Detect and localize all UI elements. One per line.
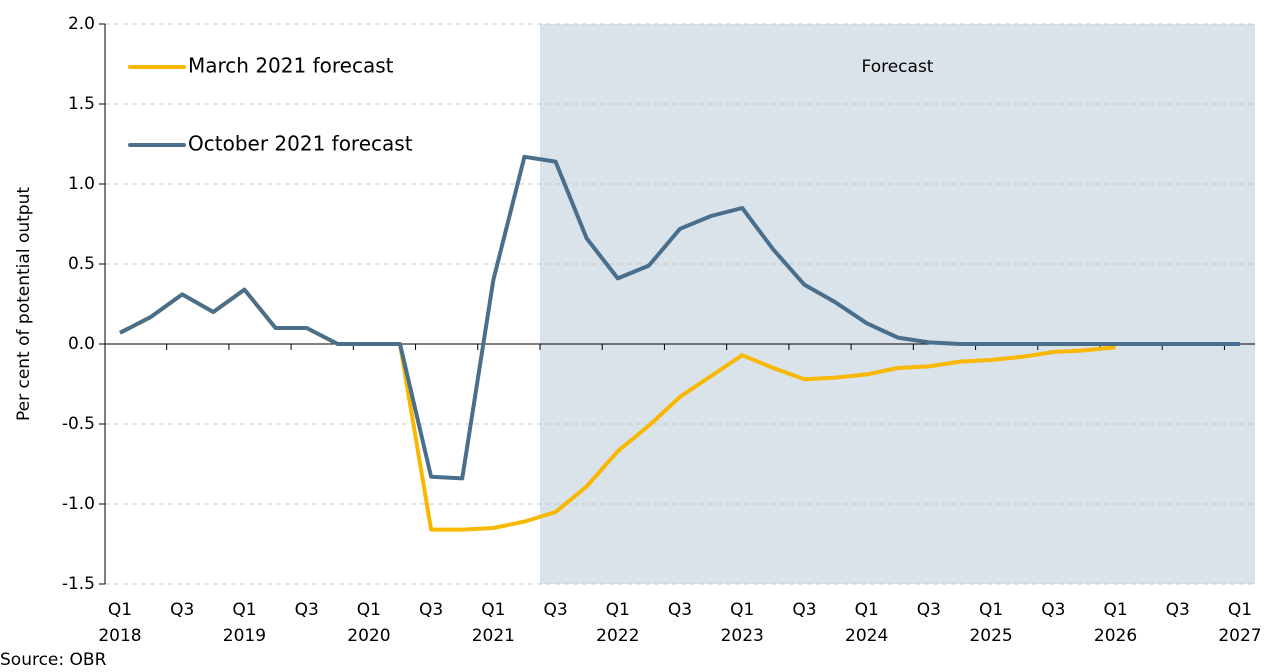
x-tick-label: Q1 bbox=[108, 600, 132, 620]
x-tick-label: Q1 bbox=[481, 600, 505, 620]
forecast-label: Forecast bbox=[862, 57, 934, 77]
y-axis-label: Per cent of potential output bbox=[14, 187, 34, 421]
x-tick-label: Q1 bbox=[1228, 600, 1252, 620]
x-tick-label: Q1 bbox=[357, 600, 381, 620]
x-tick-label: Q1 bbox=[979, 600, 1003, 620]
x-tick-label: Q3 bbox=[917, 600, 941, 620]
x-tick-label: Q3 bbox=[170, 600, 194, 620]
x-tick-label: Q3 bbox=[792, 600, 816, 620]
y-tick-label: 0.5 bbox=[68, 254, 95, 274]
y-tick-label: 0.0 bbox=[68, 334, 95, 354]
x-tick-label: Q3 bbox=[1041, 600, 1065, 620]
x-tick-label: Q1 bbox=[232, 600, 256, 620]
legend-text: October 2021 forecast bbox=[188, 132, 413, 156]
y-tick-label: -1.5 bbox=[62, 574, 95, 594]
x-tick-label: Q3 bbox=[543, 600, 567, 620]
x-tick-label: Q3 bbox=[668, 600, 692, 620]
x-year-label: 2021 bbox=[472, 626, 515, 646]
x-tick-label: Q1 bbox=[1103, 600, 1127, 620]
y-tick-label: 1.5 bbox=[68, 94, 95, 114]
series-line bbox=[119, 154, 1240, 481]
x-tick-label: Q1 bbox=[606, 600, 630, 620]
x-year-label: 2022 bbox=[596, 626, 639, 646]
x-tick-label: Q3 bbox=[1166, 600, 1190, 620]
x-tick-label: Q3 bbox=[419, 600, 443, 620]
x-tick-label: Q1 bbox=[855, 600, 879, 620]
legend-text: March 2021 forecast bbox=[188, 54, 394, 78]
forecast-region bbox=[540, 24, 1255, 584]
y-tick-label: 1.0 bbox=[68, 174, 95, 194]
x-year-label: 2026 bbox=[1094, 626, 1137, 646]
x-year-label: 2024 bbox=[845, 626, 888, 646]
x-year-label: 2027 bbox=[1218, 626, 1261, 646]
source: Source: OBR bbox=[0, 650, 107, 670]
x-year-label: 2025 bbox=[969, 626, 1012, 646]
y-tick-label: -1.0 bbox=[62, 494, 95, 514]
x-tick-label: Q1 bbox=[730, 600, 754, 620]
x-tick-label: Q3 bbox=[295, 600, 319, 620]
y-tick-label: -0.5 bbox=[62, 414, 95, 434]
x-year-label: 2018 bbox=[98, 626, 141, 646]
x-year-label: 2020 bbox=[347, 626, 390, 646]
x-year-label: 2023 bbox=[721, 626, 764, 646]
y-tick-label: 2.0 bbox=[68, 14, 95, 34]
x-year-label: 2019 bbox=[223, 626, 266, 646]
